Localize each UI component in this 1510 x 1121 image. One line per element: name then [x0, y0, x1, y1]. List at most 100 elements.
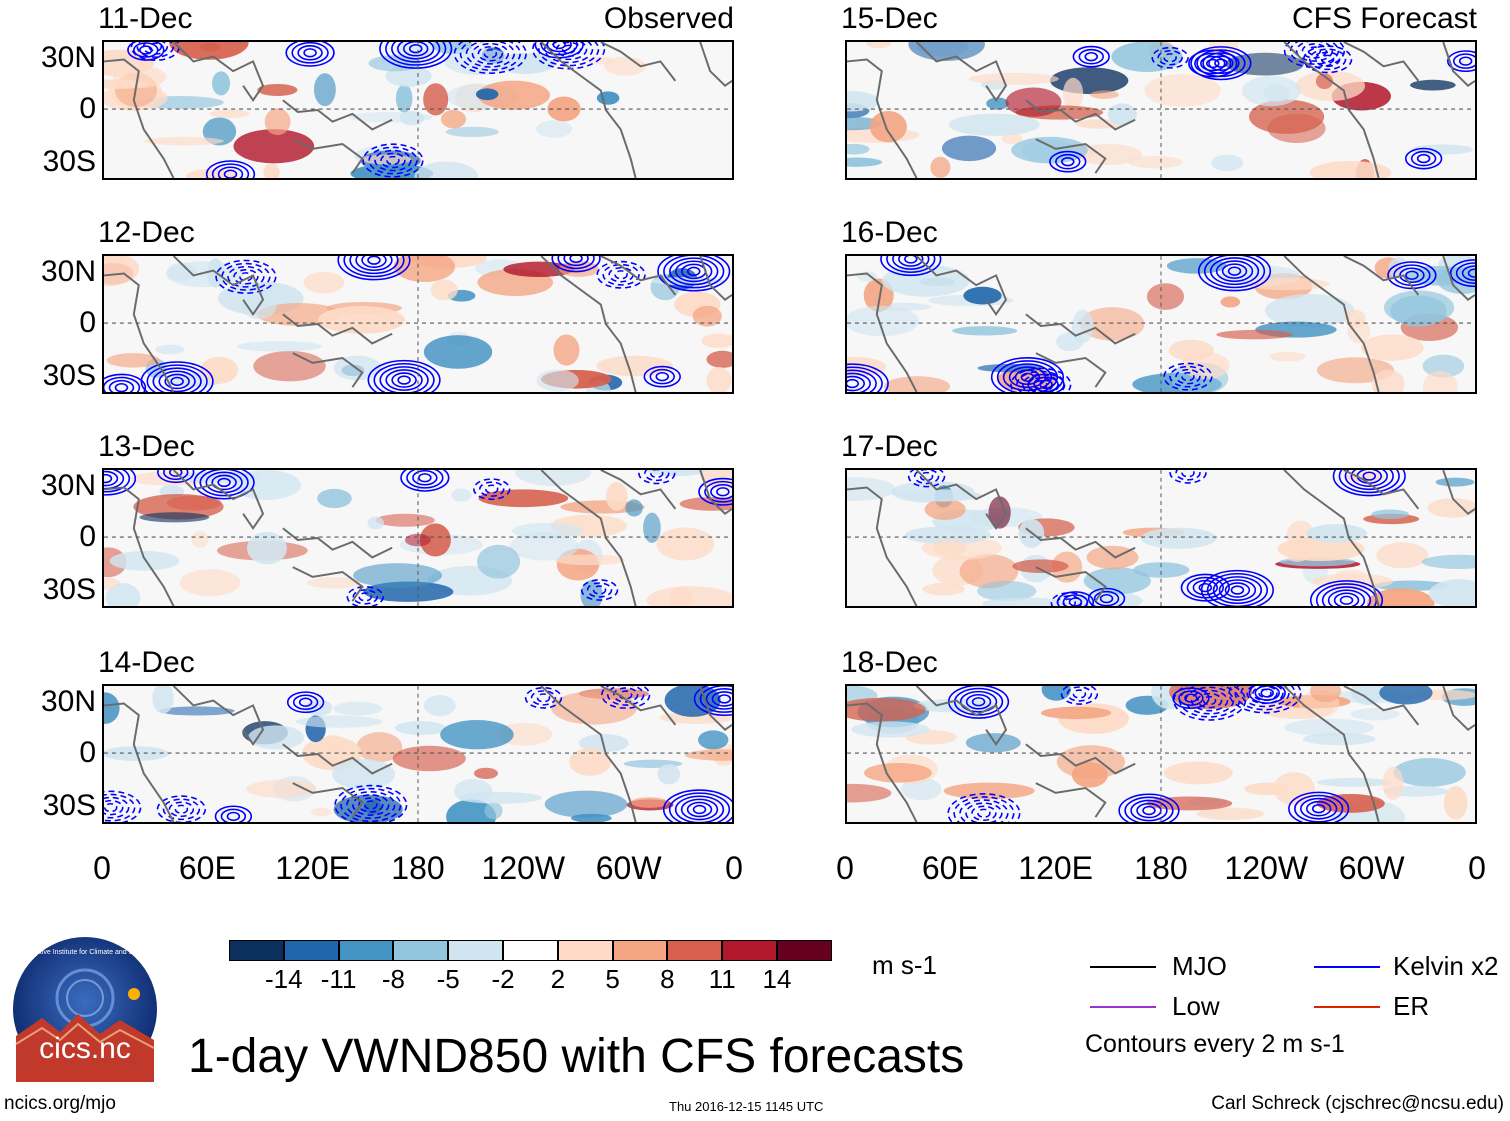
kelvin-contour: [217, 166, 244, 178]
vwnd-shade: [303, 271, 345, 294]
vwnd-shade: [484, 802, 503, 820]
kelvin-contour: [1288, 791, 1350, 822]
kelvin-contour: [1068, 597, 1083, 606]
vwnd-shade: [904, 526, 991, 545]
kelvin-contour: [602, 263, 640, 286]
kelvin-contour: [1218, 579, 1257, 601]
kelvin-contour: [1206, 58, 1220, 69]
kelvin-contour: [1332, 470, 1406, 497]
lat-tick-label: 30S: [42, 573, 96, 606]
kelvin-contour: [563, 256, 589, 267]
vwnd-shade: [440, 109, 467, 129]
vwnd-shade: [706, 367, 732, 392]
vwnd-shade: [509, 531, 579, 561]
kelvin-contour: [374, 149, 412, 172]
kelvin-contour: [298, 697, 313, 707]
vwnd-shade: [104, 692, 120, 724]
vwnd-shade: [977, 580, 1037, 602]
kelvin-contour: [530, 690, 557, 706]
kelvin-contour: [686, 801, 713, 818]
kelvin-contour: [1252, 686, 1278, 702]
kelvin-contour: [1314, 51, 1341, 68]
kelvin-contour: [977, 808, 991, 818]
vwnd-shade: [692, 305, 722, 327]
vwnd-shade: [664, 686, 721, 717]
kelvin-contour: [385, 369, 423, 391]
footer-website[interactable]: ncics.org/mjo: [4, 1093, 116, 1114]
vwnd-shade: [986, 97, 1009, 110]
vwnd-shade: [430, 279, 458, 301]
vwnd-shade: [851, 721, 930, 738]
kelvin-contour: [158, 370, 196, 392]
kelvin-contour: [1056, 591, 1095, 606]
vwnd-field: [847, 686, 1475, 822]
kelvin-contour: [352, 794, 390, 816]
vwnd-field: [104, 256, 732, 392]
kelvin-contour: [663, 256, 725, 289]
vwnd-shade: [295, 715, 383, 728]
legend-low-label: Low: [1172, 991, 1220, 1021]
vwnd-shade: [246, 779, 317, 799]
kelvin-contour: [402, 42, 429, 57]
kelvin-contour: [1327, 589, 1366, 606]
legend-kelvin-line: [1314, 966, 1380, 968]
vwnd-shade: [982, 597, 1069, 606]
vwnd-shade: [1012, 559, 1069, 573]
kelvin-contour: [612, 687, 639, 703]
kelvin-contour: [291, 42, 329, 64]
kelvin-contour: [337, 256, 411, 281]
kelvin-contour: [303, 48, 317, 58]
forecast-map-panel: [845, 684, 1477, 824]
forecast-map-panel: [845, 468, 1477, 608]
kelvin-contour: [380, 152, 406, 169]
kelvin-contour: [1169, 470, 1207, 484]
observed-map-panel: [102, 254, 734, 394]
kelvin-contour: [847, 366, 883, 392]
kelvin-contour: [152, 367, 202, 392]
kelvin-contour: [408, 44, 423, 54]
kelvin-contour: [1214, 58, 1228, 68]
kelvin-contour: [534, 42, 584, 59]
vwnd-shade: [186, 168, 236, 178]
kelvin-contour: [104, 802, 118, 813]
kelvin-contour: [1002, 363, 1053, 392]
kelvin-contour: [418, 473, 432, 483]
coastline: [1035, 138, 1107, 174]
lon-tick-label: 0: [836, 850, 854, 886]
vwnd-shade: [847, 356, 886, 378]
kelvin-contour: [205, 160, 256, 178]
panel-date-label: 13-Dec: [98, 430, 195, 463]
forecast-label: CFS Forecast: [1291, 2, 1477, 35]
kelvin-contour: [608, 266, 634, 283]
kelvin-contour: [139, 45, 153, 55]
coastline: [282, 527, 393, 559]
vwnd-shade: [263, 163, 280, 178]
vwnd-shade: [1350, 707, 1400, 721]
vwnd-shade: [932, 539, 966, 557]
kelvin-contour: [965, 693, 992, 710]
colorbar-swatch: [229, 940, 284, 961]
kelvin-contour: [644, 470, 670, 482]
vwnd-shade: [544, 790, 628, 818]
coastline: [172, 470, 265, 531]
coastline: [1442, 686, 1475, 731]
colorbar-tick-label: -2: [491, 964, 515, 994]
coastline: [600, 686, 677, 726]
kelvin-contour: [352, 589, 378, 605]
kelvin-contour: [104, 799, 124, 816]
vwnd-shade: [367, 516, 384, 530]
kelvin-contour: [104, 376, 141, 392]
kelvin-contour: [133, 42, 159, 58]
lon-tick-label: 60E: [178, 850, 236, 886]
vwnd-shade: [1273, 772, 1315, 806]
vwnd-shade: [1421, 554, 1475, 569]
kelvin-contour: [1458, 56, 1473, 66]
kelvin-contour: [386, 155, 400, 166]
kelvin-contour: [1449, 259, 1475, 288]
observed-map-panel: [102, 40, 734, 180]
kelvin-contour: [551, 256, 601, 273]
vwnd-shade: [139, 512, 210, 523]
kelvin-contour: [847, 372, 871, 392]
kelvin-contour: [1062, 594, 1089, 606]
vwnd-shade: [1050, 67, 1129, 95]
